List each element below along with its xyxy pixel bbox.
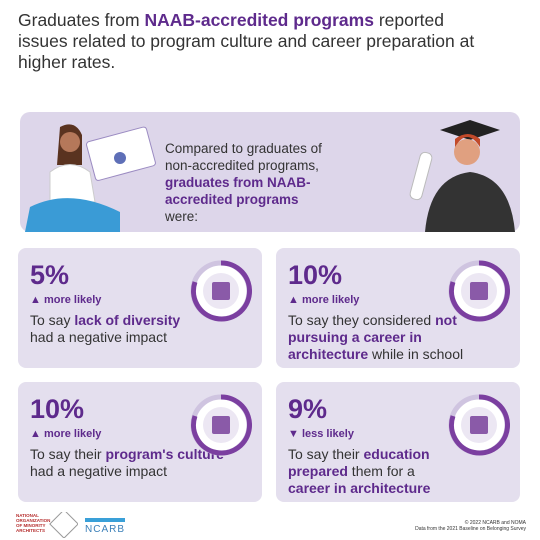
noma-logo-mark [49, 512, 78, 538]
text: while in school [368, 346, 464, 362]
emphasis: program's culture [105, 446, 224, 462]
emphasis: graduates from NAAB-accredited programs [165, 175, 311, 207]
stat-value: 10% [288, 260, 343, 290]
text: had a negative impact [30, 463, 167, 479]
stat-card: 10% ▲ more likely To say their program's c… [18, 382, 262, 502]
icon [190, 260, 252, 322]
stat-card: 9% ▼ less likely To say their education pr… [276, 382, 520, 502]
noma-line: ORGANIZATION [16, 518, 51, 523]
stat-value: 5% [30, 260, 70, 290]
credits: © 2022 NCARB and NOMA Data from the 2021 … [415, 520, 526, 532]
text: Graduates from [18, 10, 145, 30]
emphasis: lack of diversity [74, 312, 181, 328]
noma-logo: NATIONAL ORGANIZATION OF MINORITY ARCHITECT… [16, 513, 50, 533]
noma-line: ARCHITECTS [16, 528, 45, 533]
stat-description: To say their program's culture had a neg… [30, 446, 245, 480]
credit-line: © 2022 NCARB and NOMA [464, 520, 526, 526]
headline: Graduates from NAAB-accredited programs … [18, 10, 488, 73]
stat-direction: ▲ more likely [288, 294, 360, 306]
illustration [25, 120, 515, 232]
text: them for a [347, 463, 415, 479]
stat-description: To say lack of diversity had a negative … [30, 312, 205, 346]
emphasis: education prepared [288, 446, 430, 479]
text: To say [30, 312, 75, 328]
stat-direction: ▼ less likely [288, 428, 354, 440]
text: were: [165, 209, 199, 224]
text: To say they considered [288, 312, 436, 328]
ncarb-bar [85, 518, 125, 522]
text: had a negative impact [30, 329, 167, 345]
stat-direction: ▲ more likely [30, 428, 102, 440]
stat-description: To say they considered not pursuing a ca… [288, 312, 498, 363]
stat-card: 5% ▲ more likely To say lack of diversity … [18, 248, 262, 368]
emphasis: career in architecture [288, 480, 431, 496]
emphasis: not pursuing a career in architecture [288, 312, 457, 362]
credit-line: Data from the 2021 Baseline on Belonging… [415, 526, 526, 532]
noma-line: OF MINORITY [16, 523, 46, 528]
icon [448, 394, 510, 456]
emphasis: NAAB-accredited programs [144, 10, 374, 30]
icon [448, 260, 510, 322]
text: Compared to graduates of non-accredited … [165, 141, 322, 173]
text: To say their [30, 446, 106, 462]
noma-line: NATIONAL [16, 513, 39, 518]
ncarb-logo: NCARB [85, 524, 126, 535]
text: reported issues related to program cultu… [18, 10, 475, 72]
text: To say their [288, 446, 364, 462]
stat-value: 9% [288, 394, 328, 424]
intro-panel [20, 112, 520, 232]
stat-value: 10% [30, 394, 85, 424]
intro-text: Compared to graduates of non-accredited … [165, 140, 335, 225]
stat-direction: ▲ more likely [30, 294, 102, 306]
stat-card: 10% ▲ more likely To say they considered n… [276, 248, 520, 368]
icon [190, 394, 252, 456]
stat-description: To say their education prepared them for… [288, 446, 453, 497]
